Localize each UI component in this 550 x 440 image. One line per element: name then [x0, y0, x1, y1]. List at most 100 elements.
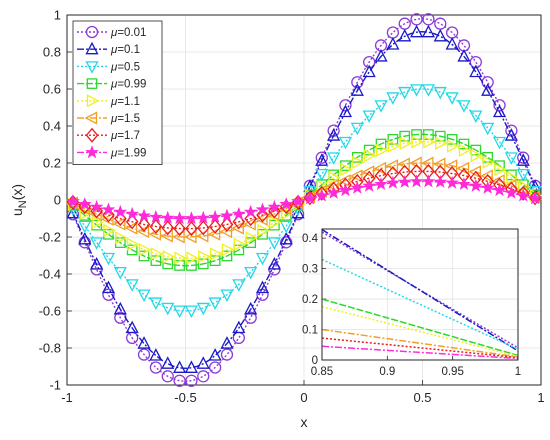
data-point-marker	[184, 305, 198, 319]
legend-label: μ=1.5	[110, 113, 140, 125]
inset-y-tick-label: 0.4	[302, 233, 319, 245]
data-point-marker	[492, 183, 507, 197]
inset-series-line	[321, 228, 519, 352]
data-point-marker	[421, 84, 435, 97]
data-point-marker	[338, 104, 353, 118]
data-point-marker	[79, 207, 93, 221]
data-point-marker	[78, 220, 92, 234]
data-point-marker	[338, 183, 353, 197]
legend-label: μ=0.01	[110, 27, 146, 39]
data-point-marker	[113, 301, 127, 315]
data-point-marker	[220, 336, 234, 349]
data-point-marker	[184, 211, 199, 225]
data-point-marker	[173, 360, 187, 373]
x-axis-label: x	[301, 414, 308, 430]
inset-series-line	[321, 298, 519, 357]
data-point-marker	[244, 266, 258, 280]
data-point-marker	[303, 190, 317, 206]
data-point-marker	[161, 370, 174, 383]
data-point-marker	[327, 152, 341, 165]
data-point-marker	[196, 210, 211, 224]
data-point-marker	[125, 320, 139, 334]
data-point-marker	[209, 247, 223, 261]
legend-label-symbol: μ	[110, 61, 118, 73]
data-point-marker	[421, 24, 435, 38]
data-point-marker	[102, 288, 115, 301]
data-point-marker	[161, 302, 175, 316]
data-point-marker	[492, 136, 507, 150]
data-point-marker	[173, 305, 187, 319]
data-point-marker	[267, 237, 281, 250]
main-y-tick-label: -0.6	[39, 304, 61, 319]
data-point-marker	[516, 168, 530, 182]
data-point-marker	[232, 279, 246, 292]
data-point-marker	[101, 212, 114, 226]
legend-label-symbol: μ	[110, 79, 118, 91]
data-point-marker	[197, 370, 210, 383]
data-point-marker	[137, 289, 151, 303]
inset: 0.85 0.9 0.95 1 0 0.1 0.2 0.3 0.4	[302, 228, 521, 378]
data-point-marker	[362, 110, 376, 123]
data-point-marker	[481, 83, 495, 96]
data-point-marker	[422, 13, 435, 26]
data-point-marker	[314, 188, 329, 202]
data-point-marker	[456, 161, 470, 176]
legend-label: μ=1.99	[110, 147, 146, 159]
data-point-marker	[409, 174, 424, 188]
data-point-marker	[77, 197, 92, 211]
data-point-marker	[112, 217, 126, 231]
main-y-tick-label: 0.8	[43, 45, 61, 60]
legend-entry: μ=0.1	[77, 41, 140, 56]
data-point-marker	[373, 161, 387, 176]
data-point-marker	[89, 199, 104, 213]
data-point-marker	[78, 231, 92, 245]
data-point-marker	[386, 175, 400, 189]
data-point-marker	[469, 178, 483, 192]
inset-series-line	[321, 231, 519, 349]
data-point-marker	[257, 223, 270, 238]
data-point-marker	[387, 133, 399, 145]
data-point-marker	[504, 128, 518, 141]
data-point-marker	[137, 336, 151, 349]
data-point-marker	[494, 162, 507, 177]
data-point-marker	[433, 28, 447, 42]
data-point-marker	[361, 165, 375, 179]
data-point-marker	[328, 171, 342, 185]
data-point-marker	[518, 179, 531, 193]
data-point-marker	[85, 61, 99, 74]
legend-label-value: =1.99	[117, 147, 146, 159]
data-point-marker	[245, 231, 259, 245]
data-point-marker	[326, 185, 341, 199]
data-point-marker	[480, 180, 495, 194]
data-point-marker	[457, 49, 471, 62]
data-point-marker	[349, 169, 363, 183]
legend-label-symbol: μ	[110, 130, 118, 142]
legend-label: μ=1.1	[110, 96, 140, 108]
data-point-marker	[279, 197, 294, 211]
data-point-marker	[457, 177, 471, 191]
main-y-tick-label: -0.8	[39, 341, 61, 356]
legend-entry: μ=1.5	[77, 111, 140, 125]
data-point-marker	[150, 247, 164, 261]
data-point-marker	[469, 110, 483, 123]
legend-label-value: =0.5	[117, 61, 140, 73]
main-x-tick-label: 0	[300, 390, 307, 405]
inset-y-tick-label: 0.1	[302, 325, 318, 337]
data-point-marker	[397, 174, 412, 188]
data-point-marker	[399, 136, 413, 150]
main-series	[65, 13, 543, 387]
data-point-marker	[480, 169, 493, 183]
legend-label: μ=0.5	[110, 61, 140, 73]
main-x-tick-label: -1	[61, 390, 73, 405]
main-y-tick-label: 0.6	[43, 82, 61, 97]
data-point-marker	[150, 255, 162, 267]
data-point-marker	[445, 175, 459, 189]
legend-label: μ=1.7	[110, 130, 140, 142]
data-point-marker	[196, 302, 210, 316]
data-point-marker	[78, 236, 91, 249]
data-point-marker	[220, 289, 234, 303]
data-point-marker	[85, 25, 99, 39]
data-point-marker	[481, 122, 495, 136]
data-point-marker	[101, 252, 116, 266]
